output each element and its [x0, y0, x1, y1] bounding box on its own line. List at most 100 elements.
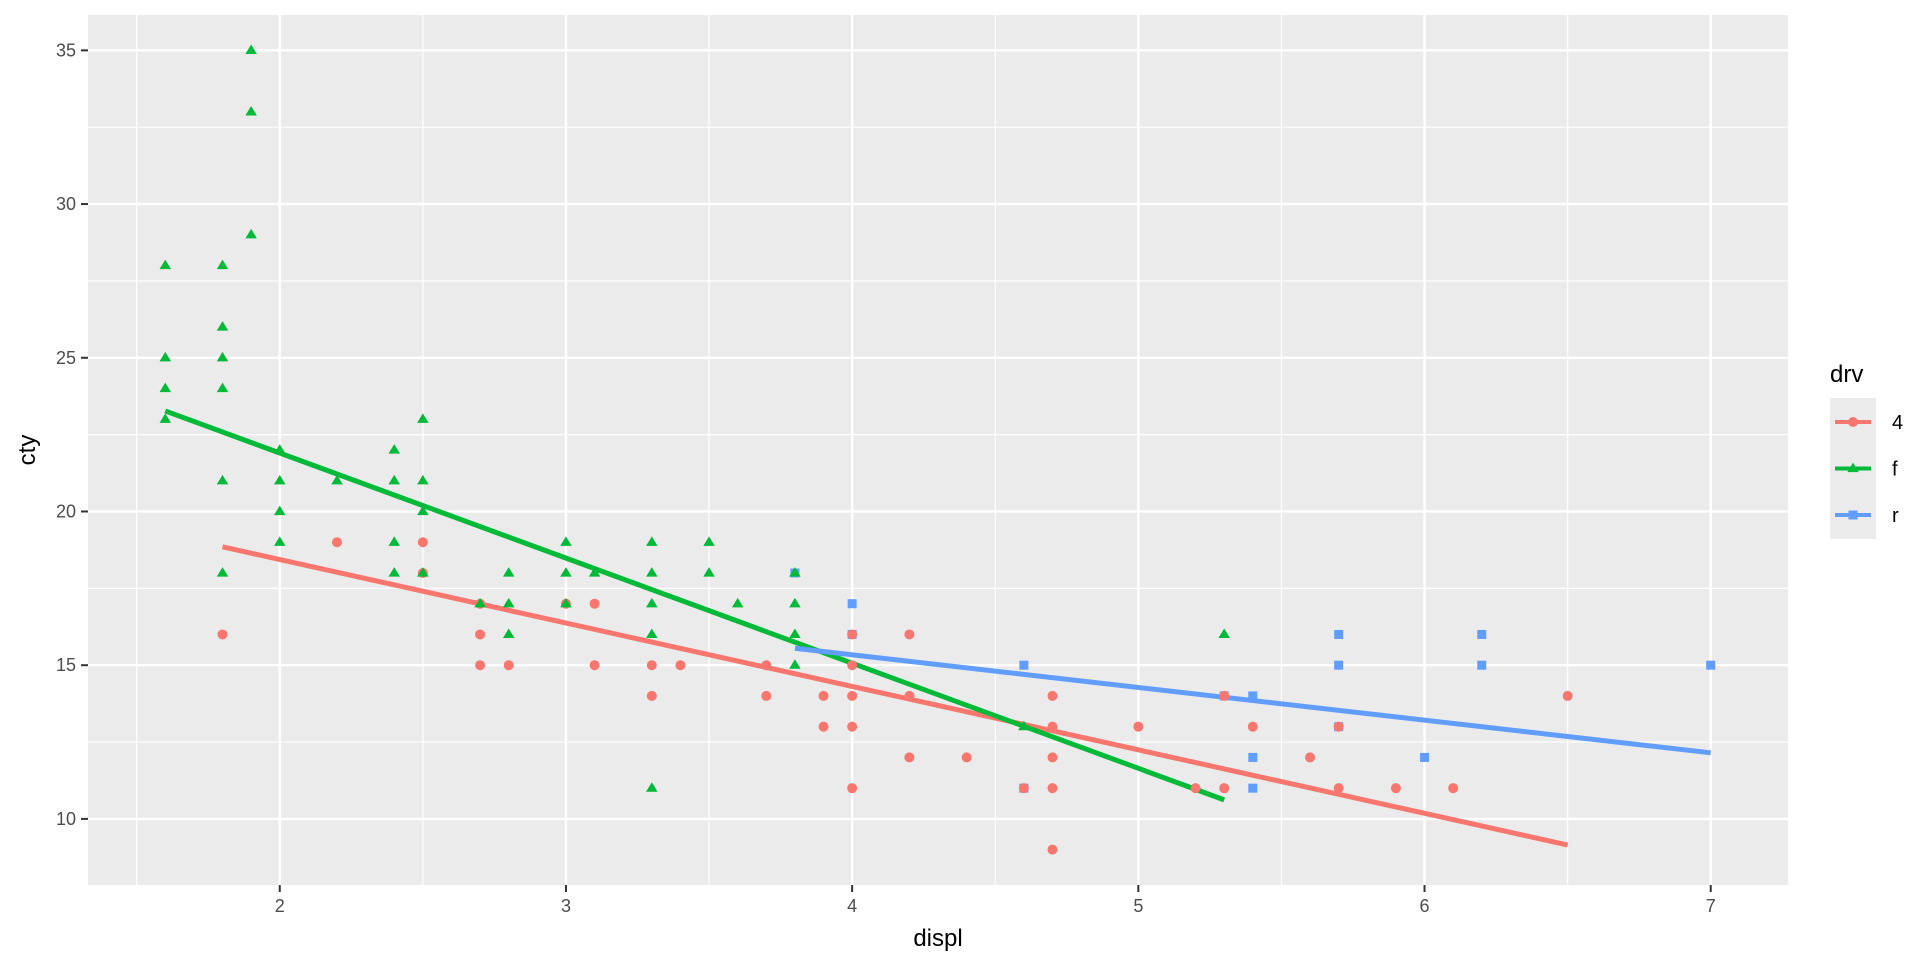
data-point-4 [646, 690, 657, 701]
data-point-f [789, 628, 801, 639]
data-point-f [560, 536, 572, 546]
data-point-r [1334, 629, 1344, 639]
y-tick-label: 20 [56, 501, 76, 521]
data-point-f [274, 444, 286, 454]
plot-panel [88, 15, 1788, 885]
legend-marker-f [1847, 462, 1859, 473]
data-point-4 [417, 537, 428, 548]
data-point-f [502, 567, 515, 577]
data-point-f [216, 259, 229, 270]
data-point-4 [646, 660, 657, 671]
x-tick-label: 4 [847, 896, 857, 916]
data-point-4 [217, 629, 228, 640]
legend-items: 4 f r [1835, 412, 1903, 527]
legend-marker-4 [1848, 417, 1858, 427]
legend-label-f: f [1892, 459, 1898, 481]
x-tick-label: 2 [275, 896, 285, 916]
data-point-4 [589, 598, 600, 609]
legend-label-4: 4 [1892, 412, 1903, 434]
data-point-f [474, 597, 486, 608]
data-point-4 [475, 660, 486, 671]
data-point-f [216, 351, 229, 362]
data-point-4 [1562, 690, 1573, 701]
data-point-4 [475, 629, 486, 640]
data-point-f [703, 536, 715, 546]
data-point-4 [847, 721, 858, 732]
data-point-f [588, 567, 601, 577]
data-point-4 [1333, 783, 1344, 794]
data-point-4 [503, 660, 514, 671]
data-point-4 [1448, 783, 1459, 794]
legend-item-r: r [1835, 505, 1899, 527]
fit-lines [164, 408, 1712, 848]
data-point-f [274, 536, 286, 546]
legend-marker-r [1848, 510, 1858, 520]
data-point-4 [1390, 783, 1401, 794]
x-tick-label: 3 [561, 896, 571, 916]
data-point-f [789, 597, 801, 608]
data-point-f [789, 567, 801, 577]
data-point-f [388, 536, 400, 546]
data-point-r [1477, 629, 1487, 639]
y-tick-label: 15 [56, 655, 76, 675]
data-point-f [1018, 720, 1030, 731]
data-point-f [1218, 628, 1230, 639]
fit-line-f [164, 408, 1226, 803]
data-point-4 [761, 690, 772, 701]
data-point-f [331, 474, 343, 485]
data-point-4 [1047, 690, 1058, 701]
x-tick-label: 6 [1420, 896, 1430, 916]
legend-label-r: r [1892, 505, 1899, 527]
x-tick-label: 5 [1133, 896, 1143, 916]
data-point-4 [1305, 752, 1316, 763]
data-point-f [646, 567, 658, 577]
fit-line-4 [221, 544, 1569, 848]
x-axis-title: displ [913, 925, 962, 952]
legend-title: drv [1830, 361, 1863, 388]
data-point-f [417, 474, 429, 485]
data-point-r [1019, 660, 1029, 670]
minor-grid [88, 15, 1788, 885]
data-point-4 [818, 721, 829, 732]
x-tick-label: 7 [1706, 896, 1716, 916]
data-point-f [417, 413, 429, 423]
major-grid [88, 15, 1788, 885]
data-point-r [1248, 752, 1258, 762]
data-point-4 [904, 690, 915, 701]
data-point-f [789, 659, 801, 669]
data-point-f [245, 228, 257, 239]
y-tick-label: 35 [56, 40, 76, 60]
data-point-4 [904, 629, 915, 640]
data-point-f [159, 259, 172, 270]
data-point-r [1248, 783, 1258, 793]
data-point-f [417, 567, 429, 577]
data-point-4 [961, 752, 972, 763]
data-point-f [703, 567, 715, 577]
data-point-r [847, 599, 857, 609]
data-point-f [646, 597, 658, 608]
y-tick-label: 25 [56, 348, 76, 368]
data-point-4 [761, 660, 772, 671]
data-point-f [560, 597, 572, 608]
data-point-4 [1333, 721, 1344, 732]
data-point-4 [847, 629, 858, 640]
data-point-4 [1018, 783, 1029, 794]
data-point-r [1248, 691, 1258, 701]
data-point-f [646, 782, 658, 792]
data-point-f [159, 382, 172, 393]
data-point-f [159, 351, 172, 362]
data-point-4 [1219, 783, 1230, 794]
y-tick-label: 30 [56, 194, 76, 214]
legend-item-4: 4 [1835, 412, 1903, 434]
data-point-f [417, 505, 429, 516]
data-point-4 [1247, 721, 1258, 732]
data-points [159, 44, 1716, 855]
data-point-f [388, 567, 400, 577]
data-point-r [1334, 660, 1344, 670]
y-tick-label: 10 [56, 809, 76, 829]
data-point-4 [904, 752, 915, 763]
fit-line-r [794, 645, 1712, 756]
data-point-4 [847, 690, 858, 701]
data-point-f [274, 474, 286, 485]
